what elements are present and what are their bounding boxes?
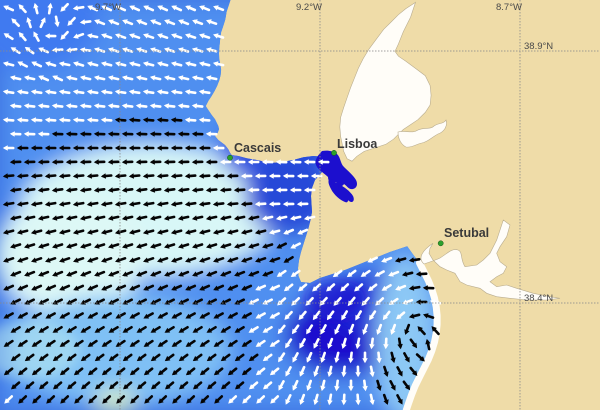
svg-text:38.9°N: 38.9°N: [524, 41, 553, 52]
svg-text:8.7°W: 8.7°W: [496, 2, 522, 13]
svg-text:38.4°N: 38.4°N: [524, 293, 553, 304]
svg-text:Cascais: Cascais: [234, 141, 281, 155]
svg-text:9.2°W: 9.2°W: [296, 2, 322, 13]
svg-text:Setubal: Setubal: [444, 226, 489, 240]
svg-text:9.7°W: 9.7°W: [95, 2, 121, 13]
svg-text:Lisboa: Lisboa: [337, 137, 378, 151]
